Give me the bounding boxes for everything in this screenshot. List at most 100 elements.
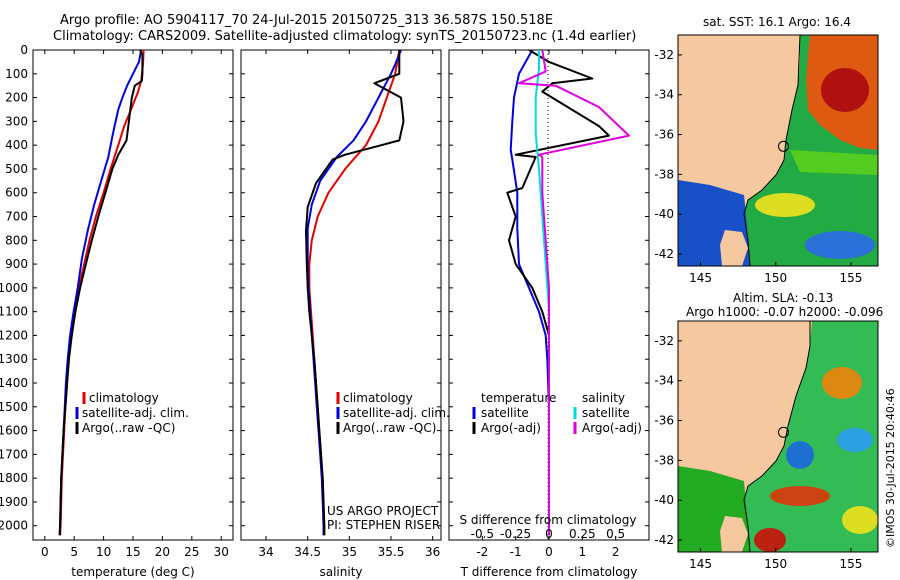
temperature-panel: 0 100 200 300 400 500 600 700 800 900 1000 1100 1200…: [0, 43, 234, 579]
depth-tick-label: 1700: [0, 447, 28, 461]
series-salinity-argo-adj: [518, 50, 630, 536]
legend-title-salinity: salinity: [582, 391, 625, 405]
map-y-tick-label: -42: [654, 533, 674, 547]
map-x-tick-label: 150: [764, 557, 787, 571]
x-tick-label: 34: [258, 545, 273, 559]
map-y-tick-label: -36: [654, 414, 674, 428]
depth-tick-label: 1100: [0, 305, 28, 319]
salinity-depth-ticks: [241, 49, 441, 527]
difference-depth-ticks: [449, 49, 649, 527]
depth-tick-label: 1900: [0, 495, 28, 509]
x-tick-label: 36: [425, 545, 440, 559]
map-y-tick-label: -40: [654, 493, 674, 507]
legend-climatology-label: climatology: [89, 391, 159, 405]
sla-high-4: [842, 506, 878, 534]
sst-map-title: sat. SST: 16.1 Argo: 16.4: [703, 15, 851, 29]
salinity-axis-ticks: 34 34.5 35 35.5 36: [258, 50, 440, 559]
x-tick-label: 35.5: [378, 545, 405, 559]
argo-location-marker: [778, 426, 789, 438]
x-tick-label: 1: [579, 545, 587, 559]
depth-tick-label: 1400: [0, 376, 28, 390]
sst-map-frame: [677, 34, 879, 267]
x-tick-label: 15: [125, 545, 140, 559]
salinity-frame: [240, 49, 442, 541]
map-x-tick-label: 155: [839, 271, 862, 285]
salinity-difference-tick-label: -0.5: [471, 527, 494, 541]
x-tick-label: 35: [342, 545, 357, 559]
sla-map: Altim. SLA: -0.13 Argo h1000: -0.07 h200…: [654, 291, 883, 571]
map-x-tick-label: 155: [839, 557, 862, 571]
series-temperature-satellite: [509, 50, 550, 536]
sla-coastline: [743, 321, 811, 552]
salinity-xlabel: salinity: [319, 565, 362, 579]
map-y-tick-label: -42: [654, 247, 674, 261]
series-temperature-argo-adj: [506, 50, 610, 536]
depth-tick-label: 600: [5, 186, 28, 200]
x-tick-label: 34.5: [294, 545, 321, 559]
map-y-tick-label: -40: [654, 207, 674, 221]
depth-tick-label: 100: [5, 67, 28, 81]
difference-xlabel-top: S difference from climatology: [460, 513, 637, 527]
depth-tick-label: 1000: [0, 281, 28, 295]
depth-tick-label: 0: [20, 43, 28, 57]
depth-tick-label: 800: [5, 233, 28, 247]
series-argo-raw-qc: [58, 50, 144, 536]
legend-t-argo-label: Argo(-adj): [481, 421, 541, 435]
temperature-frame: [32, 49, 234, 541]
map-y-tick-label: -34: [654, 88, 674, 102]
argo-location-marker: [778, 140, 789, 152]
depth-tick-label: 1600: [0, 424, 28, 438]
map-y-tick-label: -34: [654, 374, 674, 388]
depth-tick-label: 500: [5, 162, 28, 176]
x-tick-label: -2: [476, 545, 488, 559]
depth-tick-label: 1200: [0, 328, 28, 342]
map-x-tick-label: 150: [764, 271, 787, 285]
depth-tick-label: 300: [5, 114, 28, 128]
depth-axis-ticks: 0 100 200 300 400 500 600 700 800 900 1000 1100 1200…: [0, 43, 233, 533]
sla-high-2: [770, 486, 830, 506]
depth-tick-label: 900: [5, 257, 28, 271]
map-y-tick-label: -38: [654, 167, 674, 181]
salinity-series: [305, 50, 405, 536]
temperature-legend: climatology satellite-adj. clim. Argo(..…: [75, 391, 189, 435]
depth-tick-label: 200: [5, 91, 28, 105]
salinity-difference-ticks: -0.5 -0.25 0 0.25 0.5: [471, 527, 626, 541]
x-tick-label: -1: [510, 545, 522, 559]
difference-series: [506, 50, 630, 536]
project-annotation-line-2: PI: STEPHEN RISER: [327, 518, 440, 532]
legend-satellite-label: satellite-adj. clim.: [343, 406, 450, 420]
map-y-tick-label: -36: [654, 128, 674, 142]
depth-tick-label: 2000: [0, 519, 28, 533]
series-argo-raw-qc: [305, 50, 405, 536]
map-y-tick-label: -32: [654, 48, 674, 62]
legend-satellite-label: satellite-adj. clim.: [82, 406, 189, 420]
title-line-2: Climatology: CARS2009. Satellite-adjuste…: [53, 29, 637, 44]
legend-t-satellite-label: satellite: [481, 406, 529, 420]
sst-yellow-patch: [755, 193, 815, 217]
map-y-tick-label: -38: [654, 453, 674, 467]
salinity-difference-tick-label: 0: [545, 527, 553, 541]
sst-map: sat. SST: 16.1 Argo: 16.4 145 150 155 -32 -3…: [654, 15, 879, 285]
sla-map-ticks: 145 150 155 -32 -34 -36 -38 -40 -42: [654, 334, 862, 571]
legend-s-argo-label: Argo(-adj): [582, 421, 642, 435]
sla-low-2: [837, 428, 873, 452]
temperature-xlabel: temperature (deg C): [71, 565, 194, 579]
temperature-axis-ticks: 0 5 10 15 20 25 30: [41, 50, 229, 559]
difference-legend: temperature salinity satellite Argo(-adj…: [472, 391, 642, 435]
sst-cool-patch: [805, 231, 875, 259]
imos-credit: ©IMOS 30-Jul-2015 20:40:46: [884, 388, 897, 548]
series-salinity-satellite: [534, 50, 550, 536]
depth-tick-label: 1500: [0, 400, 28, 414]
sst-coastline: [743, 35, 801, 266]
sst-tasmania: [720, 230, 748, 266]
temperature-series: [58, 50, 145, 536]
difference-xlabel: T difference from climatology: [460, 565, 638, 579]
legend-climatology-label: climatology: [343, 391, 413, 405]
sst-intermediate-band: [790, 150, 878, 175]
depth-tick-label: 700: [5, 210, 28, 224]
depth-tick-label: 400: [5, 138, 28, 152]
legend-title-temperature: temperature: [481, 391, 556, 405]
sla-tasmania: [720, 516, 748, 552]
x-tick-label: 20: [155, 545, 170, 559]
